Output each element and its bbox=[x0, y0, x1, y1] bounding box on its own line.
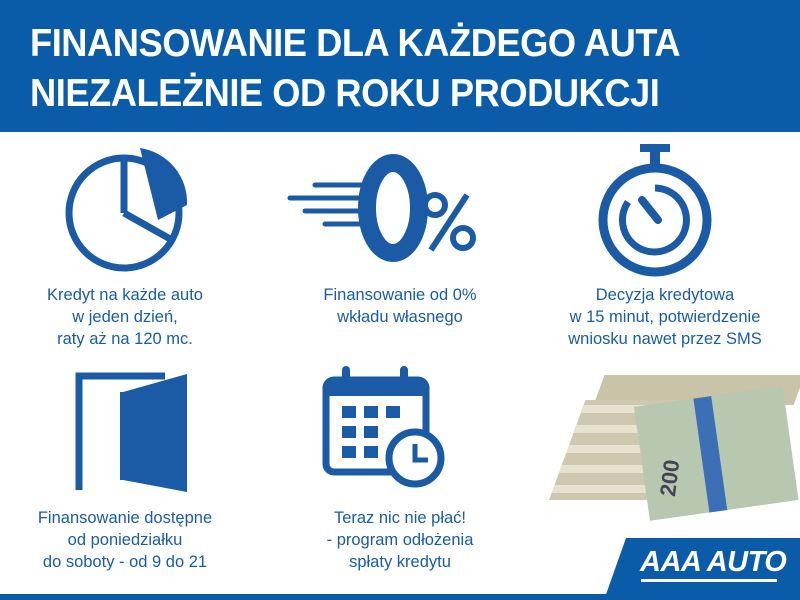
caption-line: Decyzja kredytowa bbox=[595, 286, 735, 304]
caption-line: od poniedziałku bbox=[67, 531, 183, 549]
caption-line: Finansowanie dostępne bbox=[37, 509, 213, 527]
calendar-clock-icon bbox=[322, 366, 445, 488]
logo-underline bbox=[641, 579, 777, 582]
feature-caption-hours: Finansowanie dostępne od poniedziałku do… bbox=[0, 507, 255, 573]
stopwatch-icon bbox=[598, 144, 712, 277]
door-icon bbox=[75, 372, 187, 492]
pie-chart-icon bbox=[65, 148, 188, 272]
caption-line: wkładu własnego bbox=[337, 308, 463, 326]
feature-caption-zero-percent: Finansowanie od 0% wkładu własnego bbox=[270, 284, 530, 328]
aaa-auto-logo: AAA AUTO bbox=[640, 546, 787, 578]
caption-line: do soboty - od 9 do 21 bbox=[42, 553, 208, 571]
headline-line-1: FINANSOWANIE DLA KAŻDEGO AUTA bbox=[30, 22, 681, 65]
banknote-value: 200 bbox=[655, 458, 684, 497]
bottom-bar bbox=[0, 594, 800, 600]
header-banner: FINANSOWANIE DLA KAŻDEGO AUTA NIEZALEŻNI… bbox=[0, 0, 800, 132]
zero-percent-icon bbox=[287, 154, 476, 262]
feature-caption-deferral: Teraz nic nie płać! - program odłożenia … bbox=[270, 507, 530, 573]
caption-line: Teraz nic nie płać! bbox=[333, 509, 467, 527]
feature-caption-credit: Kredyt na każde auto w jeden dzień, raty… bbox=[0, 284, 255, 350]
logo-background bbox=[604, 538, 800, 600]
caption-line: spłaty kredytu bbox=[349, 553, 451, 571]
caption-line: Kredyt na każde auto bbox=[47, 286, 203, 304]
caption-line: w jeden dzień, bbox=[72, 308, 178, 326]
feature-caption-decision: Decyzja kredytowa w 15 minut, potwierdze… bbox=[535, 284, 795, 350]
caption-line: - program odłożenia bbox=[326, 531, 474, 549]
caption-line: wniosku nawet przez SMS bbox=[568, 330, 762, 348]
banknotes-stack-icon: 200 bbox=[549, 375, 800, 521]
caption-line: Finansowanie od 0% bbox=[323, 286, 477, 304]
headline-line-2: NIEZALEŻNIE OD ROKU PRODUKCJI bbox=[30, 72, 660, 115]
caption-line: w 15 minut, potwierdzenie bbox=[569, 308, 761, 326]
caption-line: raty aż na 120 mc. bbox=[57, 330, 193, 348]
